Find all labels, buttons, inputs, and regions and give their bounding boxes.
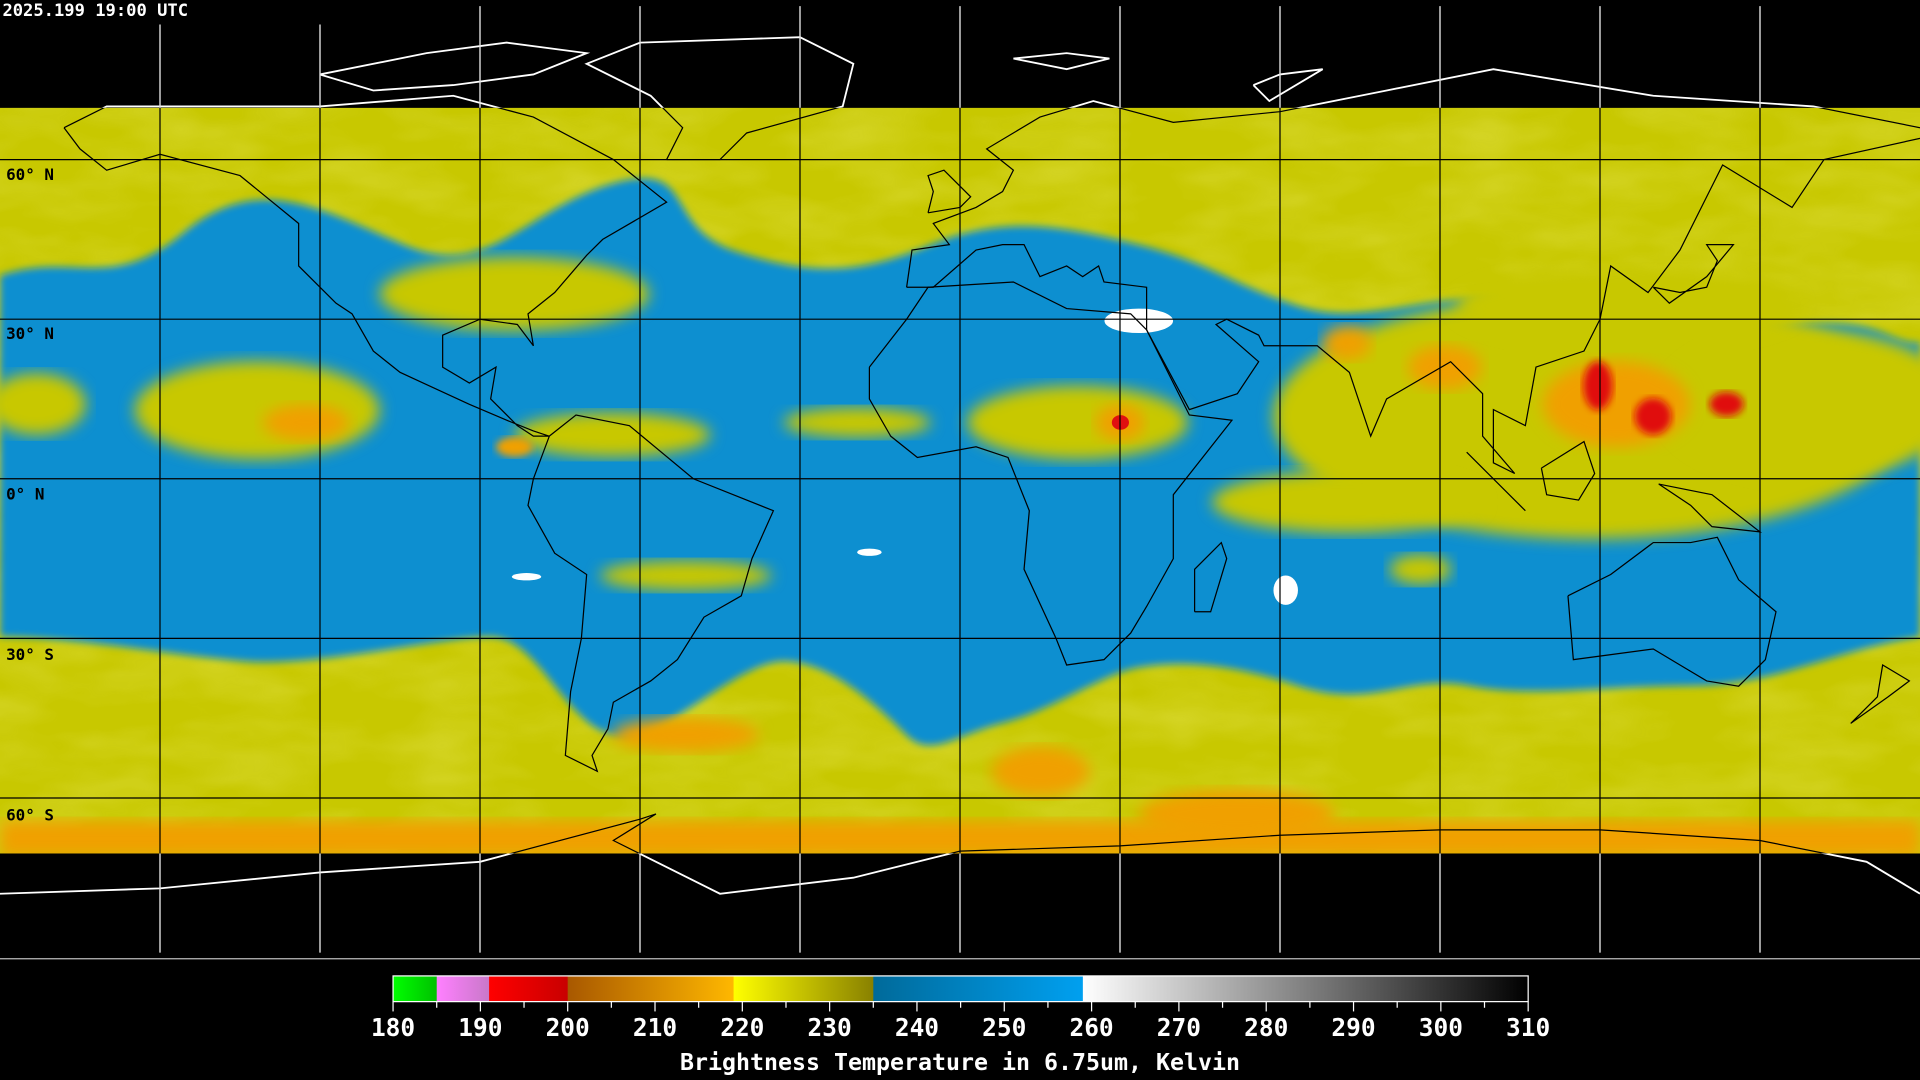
coastlines (63, 107, 1920, 854)
colorbar-segment (436, 975, 490, 1002)
colorbar-tick-label: 230 (808, 1013, 852, 1042)
coastline (319, 41, 591, 92)
convection-patches (0, 257, 1920, 591)
colorbar-tick-label: 240 (895, 1013, 939, 1042)
colorbar-segment (1082, 975, 1529, 1002)
colorbar (392, 975, 1529, 1012)
colorbar-tick-label: 210 (633, 1013, 677, 1042)
colorbar-tick-label: 200 (546, 1013, 590, 1042)
coastline (1013, 52, 1110, 71)
coastline (1652, 244, 1735, 304)
coastline (1658, 483, 1763, 533)
coastline (1567, 536, 1777, 687)
colorbar-segment (567, 975, 735, 1002)
coastline (868, 281, 1234, 666)
colorbar-segment (393, 975, 438, 1002)
colorbar-tick-label: 310 (1506, 1013, 1550, 1042)
colorbar-tick-label: 180 (371, 1013, 415, 1042)
colorbar-tick-label: 280 (1244, 1013, 1288, 1042)
colorbar-tick-label: 290 (1331, 1013, 1375, 1042)
coastline (527, 414, 775, 773)
coastline (906, 137, 1920, 475)
colorbar-tick-label: 190 (458, 1013, 502, 1042)
coastline (1194, 541, 1228, 613)
lat-label-30s: 30° S (6, 645, 54, 664)
lat-label-60n: 60° N (6, 165, 54, 184)
colorbar-segment (489, 975, 569, 1002)
colorbar-tick-label: 260 (1069, 1013, 1113, 1042)
latitude-labels: 60° N 30° N 0° N 30° S 60° S (6, 165, 54, 824)
coastline (1850, 664, 1911, 724)
lat-label-30n: 30° N (6, 324, 54, 343)
coastline (1466, 451, 1526, 512)
coastline (661, 107, 841, 161)
timestamp-label: 2025.199 19:00 UTC (2, 1, 188, 21)
lat-label-60s: 60° S (6, 805, 54, 824)
coastline (508, 813, 1829, 854)
colorbar-segment (873, 975, 1084, 1002)
colorbar-title: Brightness Temperature in 6.75um, Kelvin (680, 1049, 1240, 1076)
colorbar-tick-label: 220 (720, 1013, 764, 1042)
lat-label-0n: 0° N (6, 485, 44, 504)
colorbar-tick-label: 270 (1157, 1013, 1201, 1042)
colorbar-tick-label: 250 (982, 1013, 1026, 1042)
colorbar-tick-labels: 180 190 200 210 220 230 240 250 260 270 280 290 300 3… (371, 1013, 1550, 1042)
coastline (1252, 68, 1324, 103)
colorbar-segment (733, 975, 874, 1002)
lat-lon-grid (0, 6, 1920, 953)
coastline (1540, 440, 1596, 501)
coastline (906, 107, 1920, 288)
colorbar-tick-label: 300 (1419, 1013, 1463, 1042)
